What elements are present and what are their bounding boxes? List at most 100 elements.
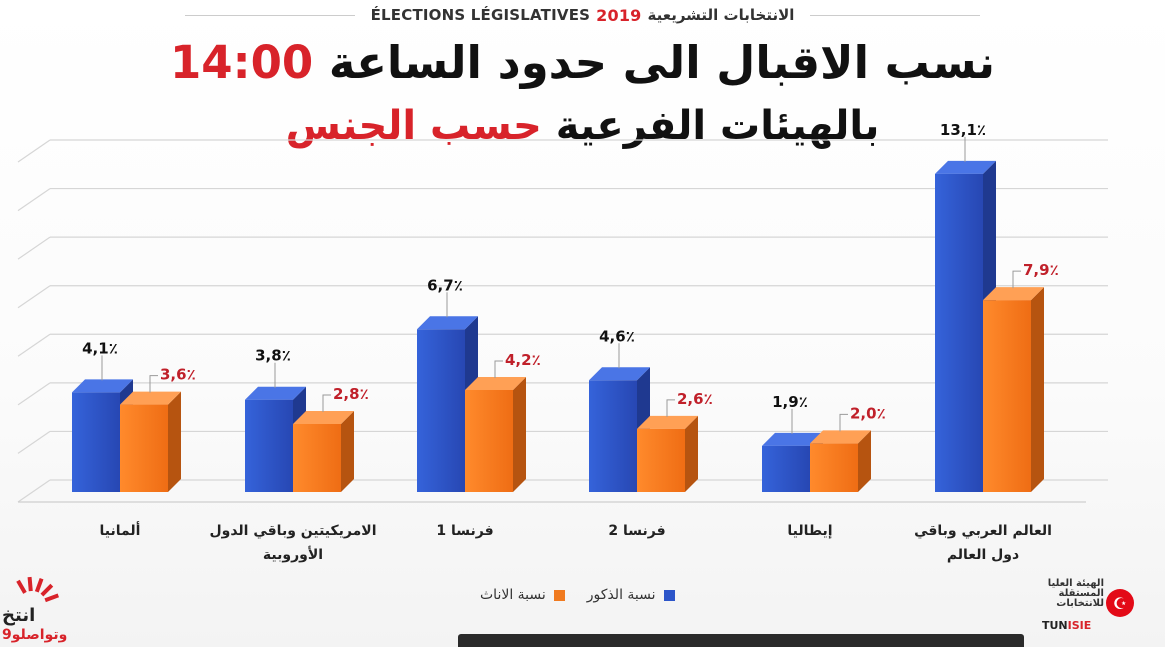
- bar: [120, 391, 181, 492]
- legend: نسبة الذكور نسبة الاناث: [458, 583, 675, 607]
- bar-top: [589, 367, 650, 381]
- bar-top: [465, 377, 526, 390]
- bar-side: [168, 391, 181, 492]
- data-label: 7,9٪: [1023, 261, 1059, 279]
- logo-left-text-1: انتخ: [2, 605, 36, 626]
- bar-top: [810, 430, 871, 444]
- data-label: 1,9٪: [772, 393, 808, 411]
- isie-wordmark: TUNISIE: [1042, 619, 1091, 632]
- bar-front: [637, 428, 685, 492]
- bar: [245, 386, 306, 492]
- data-label: 3,6٪: [160, 366, 196, 384]
- bar-top: [935, 160, 996, 174]
- isie-tun: TUN: [1042, 619, 1068, 632]
- grid-line-side: [17, 333, 51, 357]
- bar: [810, 430, 871, 492]
- x-tick-label: فرنسا 1: [436, 523, 494, 539]
- data-label: 2,0٪: [850, 404, 886, 422]
- bar-side: [341, 411, 354, 492]
- video-bottom-bar: [458, 634, 1024, 647]
- grid-line-side: [17, 139, 51, 163]
- bar-front: [465, 390, 513, 492]
- bar-front: [762, 445, 810, 492]
- subtitle-text: بالهيئات الفرعية: [555, 103, 880, 149]
- bar-side: [858, 430, 871, 492]
- data-label: 4,1٪: [82, 339, 118, 357]
- x-tick-label: العالم العربي وباقي دول العالم: [914, 523, 1052, 563]
- grid-line-side: [17, 236, 51, 260]
- top-french: ÉLECTIONS LÉGISLATIVES: [370, 6, 591, 24]
- tunisia-flag-icon: ☪: [1106, 589, 1134, 617]
- top-arabic: الانتخابات التشريعية: [647, 6, 795, 24]
- grid-line-side: [17, 430, 51, 454]
- bar-top: [120, 391, 181, 405]
- data-label: 6,7٪: [427, 276, 463, 294]
- data-label: 4,6٪: [599, 327, 635, 345]
- legend-swatch-male: [663, 589, 675, 601]
- bar: [293, 411, 354, 492]
- bar-front: [935, 173, 983, 492]
- bar-top: [637, 415, 698, 429]
- logo-rays-icon: [16, 576, 59, 603]
- top-year: 2019: [596, 5, 642, 25]
- divider-right: [810, 14, 981, 16]
- subtitle-highlight: حسب الجنس: [285, 103, 542, 149]
- bar-top: [245, 386, 306, 400]
- bar-front: [120, 404, 168, 492]
- bar-top: [417, 316, 478, 330]
- isie-isie: ISIE: [1067, 619, 1092, 632]
- bar-top: [293, 411, 354, 424]
- isie-arabic-name: الهيئة العليا المستقلة للانتخابات: [1047, 578, 1104, 609]
- data-label-leader: [494, 360, 503, 378]
- grid-line-side: [17, 382, 51, 406]
- grid-lines: [17, 139, 1108, 503]
- grid-line-side: [17, 479, 51, 503]
- legend-label-female: نسبة الاناث: [480, 587, 546, 603]
- title-time: 14:00: [169, 36, 314, 89]
- data-label-leader: [149, 375, 158, 393]
- title-text: نسب الاقبال الى حدود الساعة: [328, 36, 995, 89]
- bar: [637, 415, 698, 492]
- x-tick-label: ألمانيا: [99, 523, 141, 539]
- grid-line-side: [17, 188, 51, 212]
- bar-side: [513, 377, 526, 492]
- bar-side: [1031, 287, 1044, 492]
- logo-left: انتخ وتواصلو9: [0, 575, 70, 647]
- bar-front: [810, 443, 858, 492]
- data-label-leader: [322, 394, 331, 412]
- bar: [983, 287, 1044, 492]
- bar-front: [417, 329, 465, 492]
- x-tick-label: الامريكيتين وباقي الدول الأوروبية: [209, 523, 377, 563]
- bar-side: [685, 415, 698, 492]
- legend-item-female: نسبة الاناث: [480, 587, 565, 603]
- bar-top: [983, 287, 1044, 301]
- bar-front: [589, 380, 637, 492]
- title-line-2: بالهيئات الفرعية حسب الجنس: [0, 103, 1165, 149]
- bar-front: [293, 424, 341, 492]
- logo-left-text-2: وتواصلو9: [2, 627, 68, 643]
- bar-top: [72, 379, 133, 393]
- bar-front: [72, 392, 120, 492]
- legend-swatch-female: [553, 589, 565, 601]
- data-label-leader: [839, 413, 848, 432]
- x-tick-label: إيطاليا: [787, 523, 833, 539]
- data-label: 13,1٪: [940, 121, 986, 139]
- bar: [417, 316, 478, 492]
- legend-item-male: نسبة الذكور: [587, 587, 675, 603]
- bar: [465, 377, 526, 492]
- legend-label-male: نسبة الذكور: [586, 587, 656, 603]
- x-tick-label: فرنسا 2: [608, 523, 666, 539]
- top-banner: ÉLECTIONS LÉGISLATIVES 2019 الانتخابات ا…: [0, 0, 1165, 30]
- bar-front: [983, 300, 1031, 492]
- data-label: 2,8٪: [333, 385, 369, 403]
- divider-left: [184, 14, 355, 16]
- data-label-leader: [1012, 270, 1021, 289]
- data-label: 2,6٪: [677, 390, 713, 408]
- title-line-1: نسب الاقبال الى حدود الساعة 14:00: [0, 36, 1165, 89]
- bar-top: [762, 432, 823, 446]
- bar-front: [245, 399, 293, 492]
- data-label: 3,8٪: [255, 347, 291, 365]
- grid-line-side: [17, 285, 51, 309]
- logo-isie: الهيئة العليا المستقلة للانتخابات TUNISI…: [1042, 575, 1162, 640]
